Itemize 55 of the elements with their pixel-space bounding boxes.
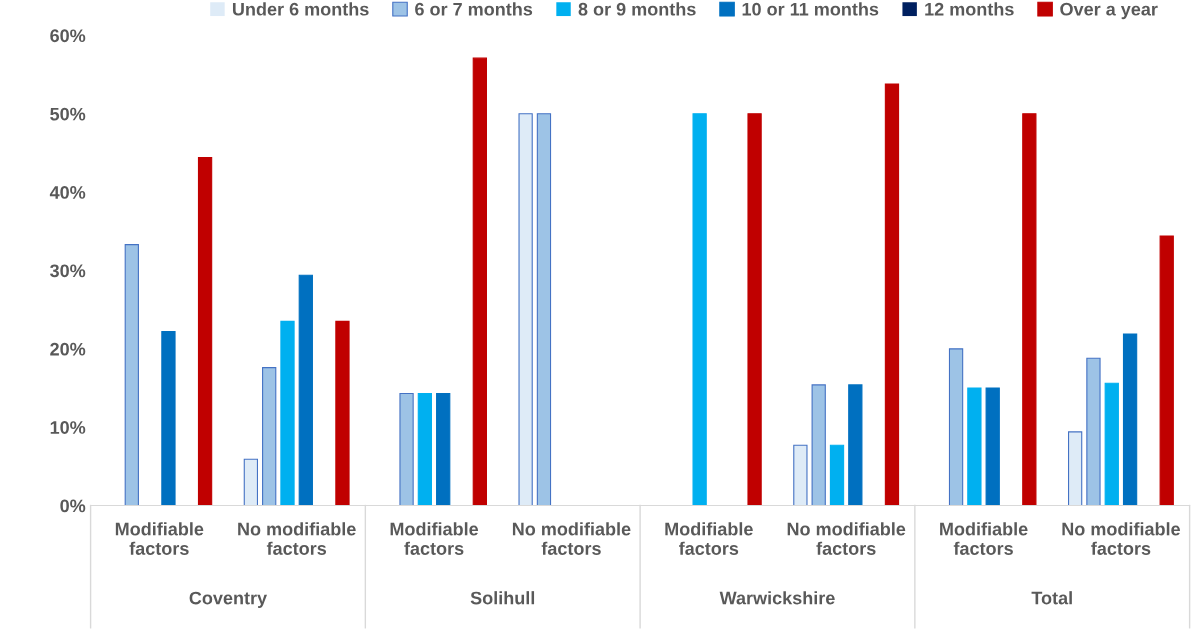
- bar: [472, 57, 487, 506]
- bar: [884, 83, 900, 506]
- bar: [1086, 357, 1101, 506]
- x-tick-label: Modifiable factors: [115, 522, 204, 555]
- bar: [948, 348, 964, 506]
- y-tick-label: 10%: [50, 421, 86, 434]
- bar: [967, 387, 982, 506]
- bar: [985, 387, 1000, 506]
- bar: [536, 113, 552, 506]
- bar: [1104, 382, 1119, 506]
- y-tick-label: 60%: [50, 29, 86, 43]
- bar: [399, 392, 414, 506]
- text: Total: [1031, 591, 1072, 605]
- legend-label: Under 6 months: [232, 2, 369, 16]
- y-tick-label: 50%: [50, 107, 86, 121]
- bar: [280, 320, 295, 506]
- bar: [335, 320, 350, 506]
- bar: [436, 392, 451, 506]
- bar: [829, 444, 845, 506]
- bar: [262, 367, 277, 506]
- bar: [692, 113, 707, 506]
- bar: [417, 392, 433, 506]
- bar: [1022, 113, 1037, 506]
- y-tick-label: 30%: [50, 264, 86, 278]
- x-tick-label: Modifiable factors: [390, 522, 479, 555]
- x-tick-label: No modifiable factors: [238, 522, 356, 555]
- bar: [1122, 333, 1138, 506]
- text: Solihull: [470, 591, 535, 605]
- bar: [243, 458, 259, 506]
- legend-label: 10 or 11 months: [742, 2, 879, 16]
- bar: [747, 113, 762, 506]
- bar: [298, 274, 313, 506]
- bar: [197, 157, 213, 506]
- bar: [848, 384, 863, 506]
- x-tick-label: No modifiable factors: [787, 522, 906, 555]
- bar: [1159, 235, 1174, 506]
- bar: [793, 444, 808, 506]
- x-tick-label: No modifiable factors: [512, 522, 631, 555]
- text: Coventry: [189, 591, 268, 608]
- legend-label: 6 or 7 months: [415, 2, 533, 16]
- bar: [124, 244, 139, 506]
- bar: [161, 331, 176, 506]
- bar: [811, 384, 826, 506]
- legend-label: Over a year: [1060, 2, 1158, 20]
- legend-label: 8 or 9 months: [578, 2, 696, 16]
- y-tick-label: 0%: [60, 499, 86, 513]
- x-tick-label: Modifiable factors: [940, 522, 1028, 555]
- text: Warwickshire: [719, 591, 835, 605]
- x-tick-label: No modifiable factors: [1062, 522, 1180, 555]
- y-tick-label: 20%: [50, 342, 86, 356]
- x-tick-label: Modifiable factors: [665, 522, 753, 555]
- bar: [1067, 431, 1083, 506]
- y-tick-label: 40%: [49, 186, 86, 199]
- legend-label: 12 months: [925, 2, 1014, 16]
- bar: [518, 113, 533, 506]
